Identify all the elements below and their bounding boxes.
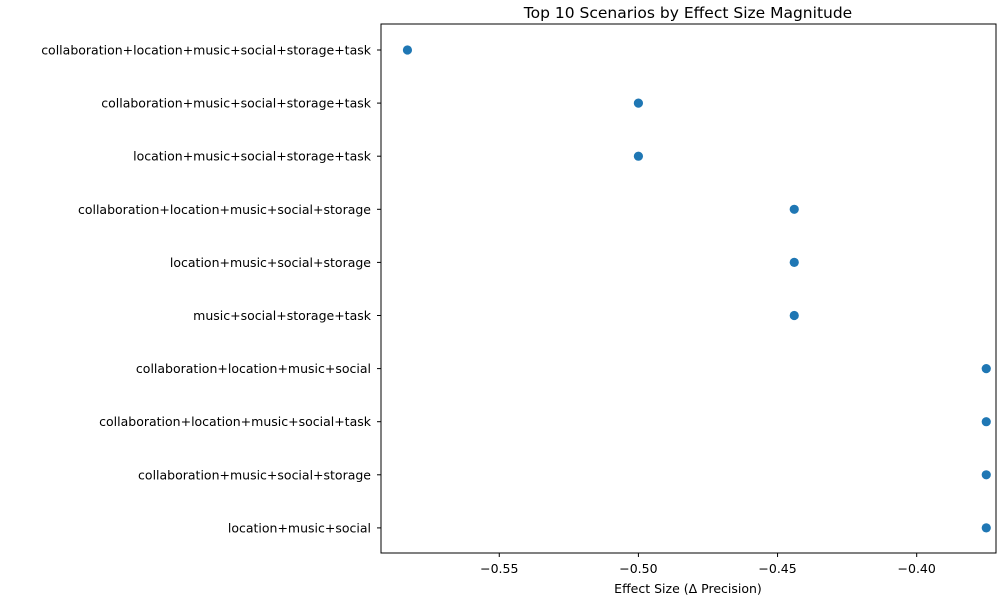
data-point	[981, 470, 991, 480]
y-tick-label: collaboration+location+music+social+stor…	[41, 43, 372, 58]
x-tick-label: −0.55	[480, 561, 518, 576]
y-tick-label: collaboration+location+music+social+task	[99, 414, 372, 429]
data-point	[789, 257, 799, 267]
plot-frame	[380, 23, 997, 554]
y-tick-label: location+music+social+storage+task	[133, 149, 372, 164]
data-point	[789, 204, 799, 214]
y-tick-label: location+music+social+storage	[170, 255, 371, 270]
plot-area: −0.55 −0.50 −0.45 −0.40 collaboration+locati…	[41, 23, 997, 576]
data-point	[633, 98, 644, 108]
y-tick-label: music+social+storage+task	[193, 308, 372, 323]
y-tick-label: collaboration+location+music+social+stor…	[78, 202, 371, 217]
data-point	[981, 523, 991, 533]
y-tick-label: location+music+social	[228, 520, 371, 535]
data-point	[402, 45, 413, 55]
x-tick-label: −0.40	[898, 561, 936, 576]
chart-title: Top 10 Scenarios by Effect Size Magnitud…	[523, 4, 852, 22]
data-point	[981, 364, 991, 374]
y-tick-label: collaboration+music+social+storage+task	[101, 96, 372, 111]
x-axis-label: Effect Size (Δ Precision)	[614, 581, 762, 596]
data-point	[789, 310, 799, 321]
data-point	[981, 417, 991, 427]
x-tick-label: −0.45	[758, 561, 796, 576]
data-point	[633, 151, 644, 161]
y-tick-label: collaboration+location+music+social	[136, 361, 371, 376]
y-tick-label: collaboration+music+social+storage	[138, 467, 371, 482]
x-tick-label: −0.50	[619, 561, 657, 576]
